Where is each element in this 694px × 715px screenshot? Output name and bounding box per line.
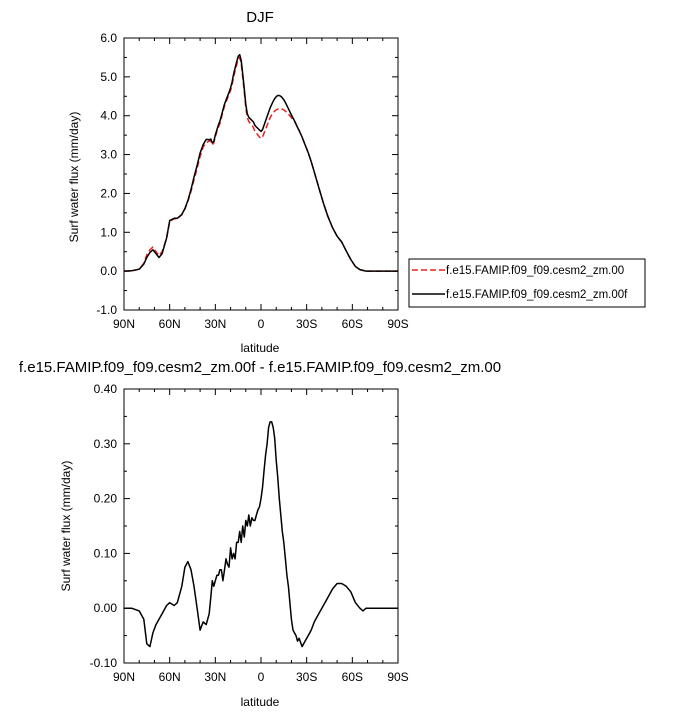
bottom-y-tick-label: 0.20 <box>94 492 118 506</box>
top-x-tick-label: 30S <box>296 317 317 331</box>
top-series-line-1 <box>123 53 398 272</box>
top-x-tick-label: 30N <box>204 317 226 331</box>
top-x-tick-label: 60S <box>342 317 363 331</box>
bottom-y-ticks: -0.10 0.00 0.10 0.20 0.30 0.40 <box>90 382 398 670</box>
top-y-tick-label: -1.0 <box>96 303 117 317</box>
top-x-tick-label: 90S <box>387 317 408 331</box>
top-x-tick-label: 0 <box>258 317 265 331</box>
bottom-x-axis-label: latitude <box>241 695 280 709</box>
top-chart-title: DJF <box>246 9 274 26</box>
bottom-chart-title: f.e15.FAMIP.f09_f09.cesm2_zm.00f - f.e15… <box>19 359 501 376</box>
top-plot-frame <box>123 37 399 311</box>
bottom-y-axis-label: Surf water flux (mm/day) <box>59 461 73 592</box>
bottom-y-tick-label: -0.10 <box>90 656 118 670</box>
legend: f.e15.FAMIP.f09_f09.cesm2_zm.00 f.e15.FA… <box>408 258 646 308</box>
top-series-line-0 <box>123 56 398 272</box>
top-chart: DJF latitude Surf water flux (mm/day) -1… <box>67 9 409 355</box>
bottom-x-tick-label: 0 <box>258 670 265 684</box>
bottom-x-tick-label: 90S <box>387 670 408 684</box>
bottom-y-tick-label: 0.30 <box>94 437 118 451</box>
legend-label-00: f.e15.FAMIP.f09_f09.cesm2_zm.00 <box>446 265 624 277</box>
bottom-y-tick-label: 0.00 <box>94 601 118 615</box>
bottom-x-tick-label: 90N <box>113 670 135 684</box>
bottom-y-tick-label: 0.40 <box>94 382 118 396</box>
top-y-tick-label: 2.0 <box>100 186 117 200</box>
top-y-tick-label: 1.0 <box>100 225 117 239</box>
top-y-tick-label: 0.0 <box>100 264 117 278</box>
bottom-x-tick-label: 60N <box>159 670 181 684</box>
top-y-ticks: -1.0 0.0 1.0 2.0 3.0 4.0 5.0 6.0 <box>96 31 398 317</box>
top-x-ticks: 90N 60N 30N 0 30S 60S 90S <box>113 38 409 331</box>
bottom-x-tick-label: 30S <box>296 670 317 684</box>
bottom-y-tick-label: 0.10 <box>94 546 118 560</box>
top-y-axis-label: Surf water flux (mm/day) <box>67 112 81 243</box>
bottom-chart: f.e15.FAMIP.f09_f09.cesm2_zm.00f - f.e15… <box>19 359 501 709</box>
bottom-x-tick-label: 30N <box>204 670 226 684</box>
top-y-tick-label: 4.0 <box>100 109 117 123</box>
top-x-axis-label: latitude <box>241 341 280 355</box>
bottom-series-line-0 <box>124 421 398 648</box>
bottom-plot-frame <box>123 388 399 664</box>
top-x-tick-label: 90N <box>113 317 135 331</box>
bottom-x-ticks: 90N 60N 30N 0 30S 60S 90S <box>113 389 409 684</box>
legend-label-00f: f.e15.FAMIP.f09_f09.cesm2_zm.00f <box>446 289 628 301</box>
legend-box <box>408 258 646 308</box>
top-x-tick-label: 60N <box>159 317 181 331</box>
top-y-tick-label: 3.0 <box>100 148 117 162</box>
top-series-lines <box>123 53 398 272</box>
bottom-x-tick-label: 60S <box>342 670 363 684</box>
bottom-series-lines <box>124 421 398 648</box>
top-y-tick-label: 5.0 <box>100 70 117 84</box>
top-y-tick-label: 6.0 <box>100 31 117 45</box>
